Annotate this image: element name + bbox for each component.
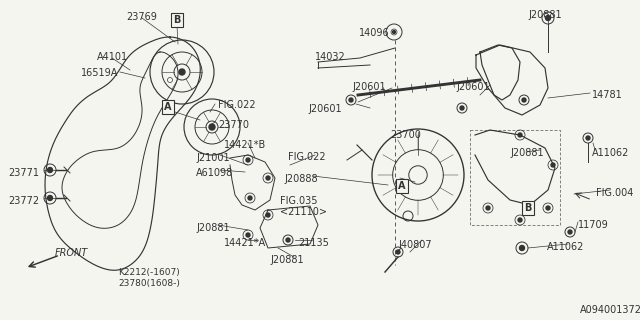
Circle shape xyxy=(520,245,525,251)
Text: 23772: 23772 xyxy=(8,196,40,206)
Text: 14781: 14781 xyxy=(592,90,623,100)
Text: 21135: 21135 xyxy=(298,238,329,248)
Text: J20888: J20888 xyxy=(284,174,317,184)
Text: FIG.004: FIG.004 xyxy=(596,188,634,198)
Circle shape xyxy=(551,163,555,167)
Text: A61098: A61098 xyxy=(196,168,233,178)
Text: J20881: J20881 xyxy=(510,148,543,158)
Text: A4101: A4101 xyxy=(97,52,127,62)
Circle shape xyxy=(518,218,522,222)
Text: B: B xyxy=(173,15,180,25)
Circle shape xyxy=(546,206,550,210)
Text: 23780(1608-): 23780(1608-) xyxy=(118,279,180,288)
Text: 16519A: 16519A xyxy=(81,68,118,78)
Circle shape xyxy=(392,30,396,34)
Circle shape xyxy=(568,230,572,234)
Text: 23700: 23700 xyxy=(390,130,421,140)
Circle shape xyxy=(179,69,185,75)
Text: 14421*B: 14421*B xyxy=(224,140,266,150)
Circle shape xyxy=(248,196,252,200)
Text: 23769: 23769 xyxy=(127,12,157,22)
Text: A11062: A11062 xyxy=(547,242,584,252)
Circle shape xyxy=(545,15,550,20)
Text: J20881: J20881 xyxy=(528,10,562,20)
Circle shape xyxy=(349,98,353,102)
Text: 14096: 14096 xyxy=(358,28,389,38)
Text: J20601: J20601 xyxy=(308,104,342,114)
Circle shape xyxy=(47,167,52,172)
Text: A: A xyxy=(398,181,406,191)
Text: B: B xyxy=(524,203,532,213)
Text: K2212(-1607): K2212(-1607) xyxy=(118,268,180,277)
Text: 23771: 23771 xyxy=(8,168,40,178)
Text: FIG.035: FIG.035 xyxy=(280,196,317,206)
Circle shape xyxy=(246,233,250,237)
Text: J20881: J20881 xyxy=(196,223,230,233)
Text: <21110>: <21110> xyxy=(280,207,327,217)
Text: 14032: 14032 xyxy=(315,52,346,62)
Circle shape xyxy=(286,238,290,242)
Circle shape xyxy=(266,213,270,217)
Text: FRONT: FRONT xyxy=(55,248,88,258)
Text: J20881: J20881 xyxy=(270,255,303,265)
Text: A: A xyxy=(164,102,172,112)
Text: A094001372: A094001372 xyxy=(580,305,640,315)
Circle shape xyxy=(586,136,590,140)
Circle shape xyxy=(47,196,52,201)
Text: FIG.022: FIG.022 xyxy=(288,152,326,162)
Text: 11709: 11709 xyxy=(578,220,609,230)
Text: FIG.022: FIG.022 xyxy=(218,100,255,110)
Circle shape xyxy=(396,250,400,254)
Text: J20601: J20601 xyxy=(352,82,386,92)
Text: 14421*A: 14421*A xyxy=(224,238,266,248)
Circle shape xyxy=(246,158,250,162)
Circle shape xyxy=(486,206,490,210)
Text: J21001: J21001 xyxy=(196,153,230,163)
Circle shape xyxy=(460,106,464,110)
Circle shape xyxy=(266,176,270,180)
Text: J40807: J40807 xyxy=(398,240,431,250)
Text: 23770: 23770 xyxy=(218,120,249,130)
Circle shape xyxy=(518,133,522,137)
Circle shape xyxy=(522,98,526,102)
Text: J20601: J20601 xyxy=(456,82,490,92)
Text: A11062: A11062 xyxy=(592,148,629,158)
Circle shape xyxy=(209,124,215,130)
